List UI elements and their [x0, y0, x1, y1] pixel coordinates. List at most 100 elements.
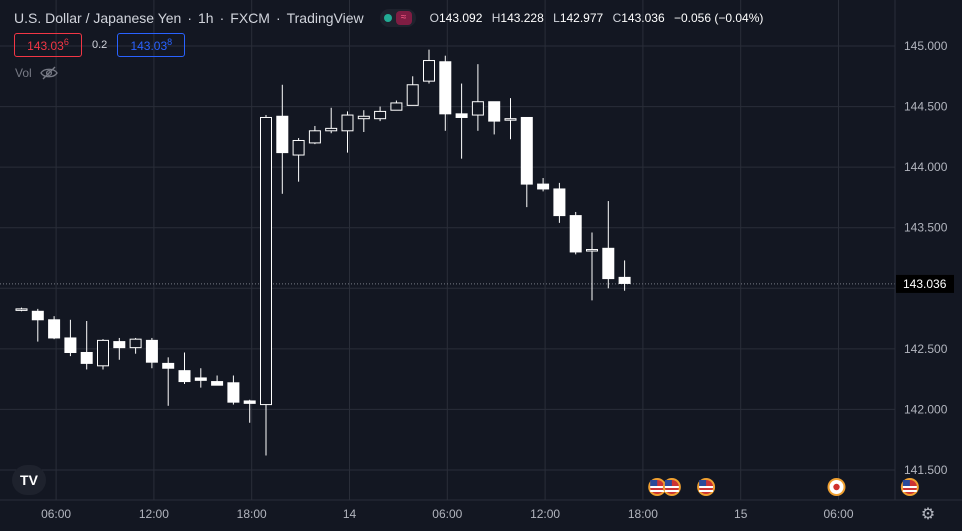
candle	[211, 375, 224, 386]
candle-body	[423, 60, 435, 82]
candle-body	[15, 308, 28, 311]
candle	[227, 375, 240, 405]
x-tick-label: 06:00	[41, 507, 71, 521]
last-price-label: 143.036	[903, 277, 947, 291]
broker-label: FXCM	[230, 10, 270, 26]
candle-body	[80, 351, 93, 364]
x-tick-label: 15	[734, 507, 748, 521]
candle	[64, 319, 77, 357]
candle-body	[439, 61, 452, 115]
us-flag-icon[interactable]	[900, 478, 919, 496]
candle	[357, 110, 370, 133]
x-tick-label: 12:00	[530, 507, 560, 521]
candle	[374, 106, 387, 122]
x-tick-label: 12:00	[139, 507, 169, 521]
candle	[553, 182, 566, 223]
candle	[471, 64, 484, 131]
candle	[243, 399, 256, 423]
flag-stripe	[902, 490, 917, 492]
sell-price: 143.03	[27, 39, 64, 53]
price-axis[interactable]: 141.500142.000142.500143.000143.500144.0…	[894, 0, 954, 500]
x-tick-label: 14	[343, 507, 357, 521]
us-flag-icon[interactable]	[648, 478, 667, 496]
candle-body	[113, 341, 126, 349]
candle-body	[488, 101, 501, 122]
y-tick-label: 144.000	[904, 160, 948, 174]
volume-legend[interactable]: Vol	[15, 66, 58, 80]
sell-price-pip: 6	[63, 37, 69, 47]
tradingview-logo[interactable]: TV	[12, 465, 46, 495]
open-label: O	[429, 11, 439, 25]
candle-body	[97, 339, 109, 367]
candle-body	[308, 130, 321, 144]
time-axis[interactable]: 06:00 12:00 18:00 14 06:00 12:00 18:00 15 06:00	[0, 499, 962, 521]
x-tick-label: 06:00	[432, 507, 462, 521]
last-price-tag	[896, 274, 954, 293]
japan-flag-icon[interactable]	[827, 478, 846, 496]
buy-button[interactable]: 143.038	[117, 33, 186, 57]
us-flag-icon[interactable]	[697, 478, 716, 496]
candle-body	[569, 215, 582, 253]
candle	[520, 116, 533, 208]
candle-body	[194, 377, 207, 381]
candle	[145, 337, 158, 369]
candle-body	[390, 102, 403, 111]
candle	[569, 211, 582, 255]
candle-body	[260, 116, 272, 406]
buy-price: 143.03	[130, 39, 168, 53]
gear-icon[interactable]: ⚙	[920, 506, 936, 523]
candle-body	[162, 362, 175, 369]
candle-body	[553, 188, 566, 217]
symbol-legend[interactable]: U.S. Dollar / Japanese Yen · 1h · FXCM ·…	[14, 9, 764, 27]
candle-body	[325, 127, 338, 132]
candle	[455, 83, 468, 159]
symbol-name: U.S. Dollar / Japanese Yen	[14, 10, 182, 26]
x-tick-label: 06:00	[823, 507, 853, 521]
candle	[406, 76, 419, 106]
flag-sun	[833, 483, 840, 491]
close-label: C	[612, 11, 622, 25]
high-label: H	[491, 11, 501, 25]
candle	[504, 98, 517, 140]
market-open-icon[interactable]: ≈	[379, 9, 416, 27]
close-value: 143.036	[621, 11, 665, 25]
candle	[618, 260, 631, 291]
chart-grid	[0, 0, 895, 500]
candle	[178, 352, 191, 384]
high-value: 143.228	[500, 11, 544, 25]
flag-stripe	[699, 490, 714, 492]
flag-stripe	[699, 486, 714, 488]
candle	[276, 84, 289, 194]
economic-events[interactable]	[648, 478, 919, 496]
flag-canton	[650, 480, 658, 486]
candle	[31, 308, 44, 342]
candle-body	[537, 183, 550, 190]
candle	[439, 55, 452, 131]
flag-stripe	[664, 490, 679, 492]
y-tick-label: 142.000	[904, 402, 948, 416]
candle-body	[357, 115, 370, 120]
us-flag-icon[interactable]	[662, 478, 681, 496]
sell-button[interactable]: 143.036	[14, 33, 82, 57]
flag-stripe	[902, 486, 917, 488]
flag-canton	[902, 480, 910, 486]
candle-body	[586, 249, 598, 252]
open-value: 143.092	[439, 11, 483, 25]
y-tick-label: 144.500	[904, 100, 948, 114]
flag-canton	[664, 480, 672, 486]
eye-off-icon[interactable]	[39, 66, 58, 80]
candle-body	[520, 116, 533, 185]
candle-body	[602, 247, 615, 280]
candle-body	[243, 400, 256, 404]
flag-canton	[699, 480, 707, 486]
candle	[292, 138, 305, 182]
candle-body	[406, 84, 419, 106]
candle	[308, 125, 321, 145]
y-tick-label: 145.000	[904, 39, 948, 53]
flag-stripe	[650, 490, 665, 492]
candle-body	[374, 110, 387, 120]
y-tick-label: 142.500	[904, 342, 948, 356]
candle	[260, 115, 272, 456]
candle-body	[455, 113, 468, 118]
